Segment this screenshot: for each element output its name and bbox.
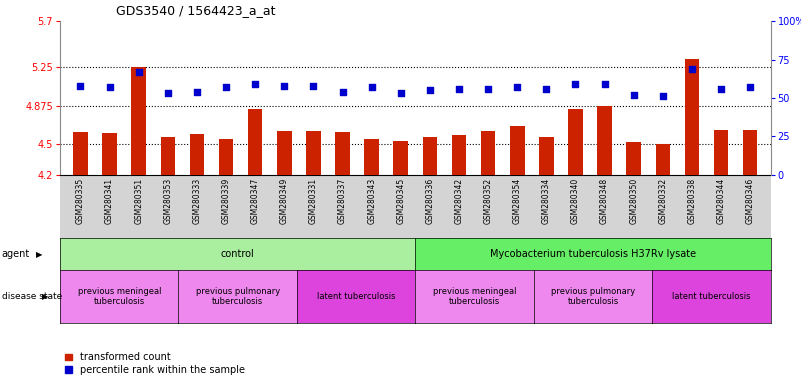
Point — [336, 89, 349, 95]
Text: disease state: disease state — [2, 292, 62, 301]
Point — [424, 87, 437, 93]
Bar — [277, 131, 292, 175]
Point — [307, 83, 320, 89]
Bar — [103, 133, 117, 175]
Text: previous pulmonary
tuberculosis: previous pulmonary tuberculosis — [195, 287, 280, 306]
Point — [511, 84, 524, 90]
Bar — [685, 59, 699, 175]
Point — [103, 84, 116, 90]
Text: previous pulmonary
tuberculosis: previous pulmonary tuberculosis — [551, 287, 635, 306]
Point — [249, 81, 262, 87]
Point — [627, 92, 640, 98]
Bar — [452, 135, 466, 175]
Bar — [510, 126, 525, 175]
Point — [278, 83, 291, 89]
Point — [598, 81, 611, 87]
Bar — [336, 132, 350, 175]
Point — [714, 86, 727, 92]
Text: agent: agent — [2, 249, 30, 259]
Bar — [73, 132, 88, 175]
Text: ▶: ▶ — [36, 250, 42, 258]
Text: Mycobacterium tuberculosis H37Rv lysate: Mycobacterium tuberculosis H37Rv lysate — [490, 249, 696, 259]
Text: ▶: ▶ — [42, 292, 49, 301]
Bar — [423, 137, 437, 175]
Text: control: control — [221, 249, 255, 259]
Point — [540, 86, 553, 92]
Bar — [568, 109, 583, 175]
Point — [686, 66, 698, 72]
Point — [219, 84, 232, 90]
Bar — [539, 137, 553, 175]
Text: previous meningeal
tuberculosis: previous meningeal tuberculosis — [78, 287, 161, 306]
Point — [162, 90, 175, 96]
Point — [191, 89, 203, 95]
Bar — [393, 141, 408, 175]
Bar — [743, 130, 758, 175]
Legend: transformed count, percentile rank within the sample: transformed count, percentile rank withi… — [65, 353, 244, 375]
Bar — [655, 144, 670, 175]
Point — [365, 84, 378, 90]
Point — [481, 86, 494, 92]
Text: latent tuberculosis: latent tuberculosis — [317, 292, 396, 301]
Bar — [364, 139, 379, 175]
Point — [394, 90, 407, 96]
Bar — [626, 142, 641, 175]
Bar — [219, 139, 233, 175]
Bar — [598, 106, 612, 175]
Bar — [160, 137, 175, 175]
Bar — [190, 134, 204, 175]
Point — [656, 93, 669, 99]
Point — [569, 81, 582, 87]
Point — [453, 86, 465, 92]
Bar — [714, 130, 728, 175]
Text: latent tuberculosis: latent tuberculosis — [672, 292, 751, 301]
Bar — [131, 67, 146, 175]
Bar — [248, 109, 263, 175]
Point — [74, 83, 87, 89]
Bar — [306, 131, 320, 175]
Point — [132, 69, 145, 75]
Text: GDS3540 / 1564423_a_at: GDS3540 / 1564423_a_at — [116, 4, 276, 17]
Bar — [481, 131, 495, 175]
Text: previous meningeal
tuberculosis: previous meningeal tuberculosis — [433, 287, 517, 306]
Point — [744, 84, 757, 90]
